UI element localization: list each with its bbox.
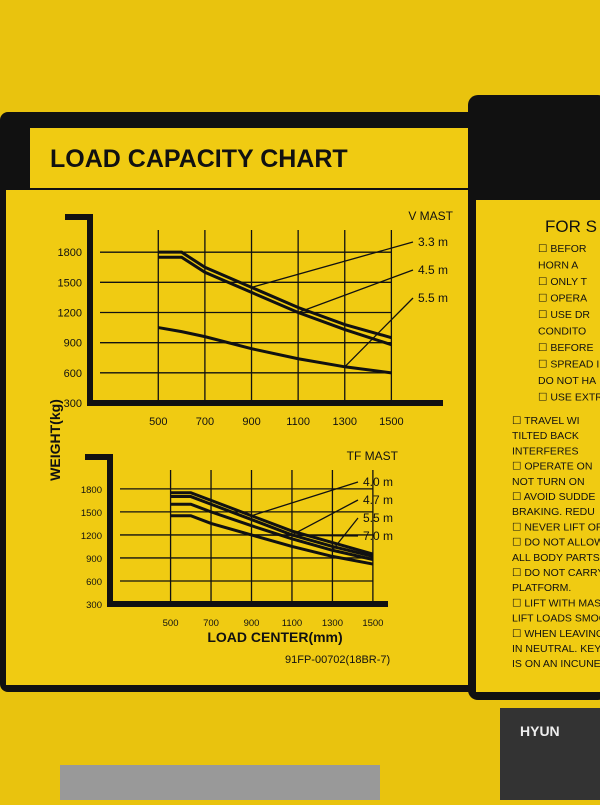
series-line (170, 495, 374, 558)
side-line: ☐ DO NOT ALLOW (512, 537, 600, 549)
y-tick-label: 300 (86, 600, 102, 611)
y-tick-label: 1800 (58, 247, 82, 259)
x-label: LOAD CENTER(mm) (207, 629, 342, 645)
side-line: CONDITO (538, 326, 586, 338)
x-tick-label: 1100 (286, 416, 310, 428)
side-line: NOT TURN ON (512, 476, 585, 488)
leader-line (251, 534, 359, 537)
side-line: TILTED BACK (512, 430, 579, 442)
y-tick-label: 900 (64, 338, 82, 350)
side-panel (476, 200, 600, 692)
side-line: ☐ AVOID SUDDE (512, 491, 595, 503)
legend-label: 7.0 m (363, 529, 393, 543)
legend-title: TF MAST (347, 449, 399, 463)
side-line: ☐ OPERA (538, 293, 587, 305)
x-tick-label: 1300 (333, 416, 357, 428)
side-line: INTERFERES (512, 445, 579, 457)
legend-label: 4.5 m (418, 263, 448, 277)
x-tick-label: 700 (203, 618, 219, 629)
y-tick-label: 1200 (81, 531, 102, 542)
x-tick-label: 700 (196, 416, 214, 428)
legend-title: V MAST (408, 209, 453, 223)
leader-line (291, 499, 359, 536)
series-line (170, 491, 374, 556)
badge: HYUN (520, 723, 560, 739)
y-tick-label: 300 (64, 398, 82, 410)
side-line: IS ON AN INCUNE OF (512, 658, 600, 670)
side-line: ☐ USE DR (538, 309, 590, 321)
y-tick-label: 1500 (58, 277, 82, 289)
side-line: IN NEUTRAL. KEY OF (512, 643, 600, 655)
legend-label: 4.0 m (363, 475, 393, 489)
x-tick-label: 500 (163, 618, 179, 629)
side-line: ☐ LIFT WITH MAST V (512, 597, 600, 609)
legend-label: 4.7 m (363, 493, 393, 507)
legend-label: 3.3 m (418, 235, 448, 249)
leader-line (251, 241, 414, 288)
side-line: DO NOT HA (538, 375, 596, 387)
y-tick-label: 900 (86, 554, 102, 565)
leader-line (331, 517, 359, 551)
leader-line (344, 297, 414, 368)
y-tick-label: 1500 (81, 508, 102, 519)
title-box (30, 128, 490, 188)
part-number: 91FP-00702(18BR-7) (285, 654, 390, 666)
side-line: ☐ OPERATE ON (512, 461, 592, 473)
side-line: LIFT LOADS SMOO (512, 613, 600, 625)
y-tick-label: 1800 (81, 485, 102, 496)
x-tick-label: 1100 (282, 618, 302, 629)
side-line: ☐ TRAVEL WI (512, 415, 580, 427)
x-tick-label: 500 (149, 416, 167, 428)
y-tick-label: 600 (64, 368, 82, 380)
x-tick-label: 900 (244, 618, 260, 629)
y-label: WEIGHT(kg) (47, 399, 63, 481)
side-line: PLATFORM. (512, 582, 571, 594)
side-line: ☐ BEFORE (538, 342, 594, 354)
x-tick-label: 1500 (362, 618, 383, 629)
x-tick-label: 1500 (379, 416, 403, 428)
y-tick-label: 1200 (58, 308, 82, 320)
legend-label: 5.5 m (363, 511, 393, 525)
series-line (158, 250, 392, 340)
badge-plate (500, 708, 600, 800)
side-line: ☐ ONLY T (538, 276, 588, 288)
legend-label: 5.5 m (418, 291, 448, 305)
side-line: ☐ USE EXTR (538, 392, 600, 404)
side-line: HORN A (538, 260, 578, 272)
x-tick-label: 900 (242, 416, 260, 428)
side-line: ☐ DO NOT CARRY P (512, 567, 600, 579)
y-tick-label: 600 (86, 577, 102, 588)
side-line: ALL BODY PARTS (512, 552, 600, 564)
title: LOAD CAPACITY CHART (50, 145, 348, 173)
side-heading: FOR S (545, 217, 597, 236)
plate (60, 765, 380, 800)
side-line: ☐ BEFOR (538, 243, 587, 255)
series-line (158, 255, 392, 347)
leader-line (251, 481, 359, 517)
leader-line (297, 269, 414, 314)
side-line: BRAKING. REDU (512, 506, 595, 518)
x-tick-label: 1300 (322, 618, 343, 629)
side-line: ☐ NEVER LIFT OR (512, 521, 600, 533)
side-line: ☐ SPREAD I (538, 359, 599, 371)
side-line: ☐ WHEN LEAVING TR (512, 628, 600, 640)
